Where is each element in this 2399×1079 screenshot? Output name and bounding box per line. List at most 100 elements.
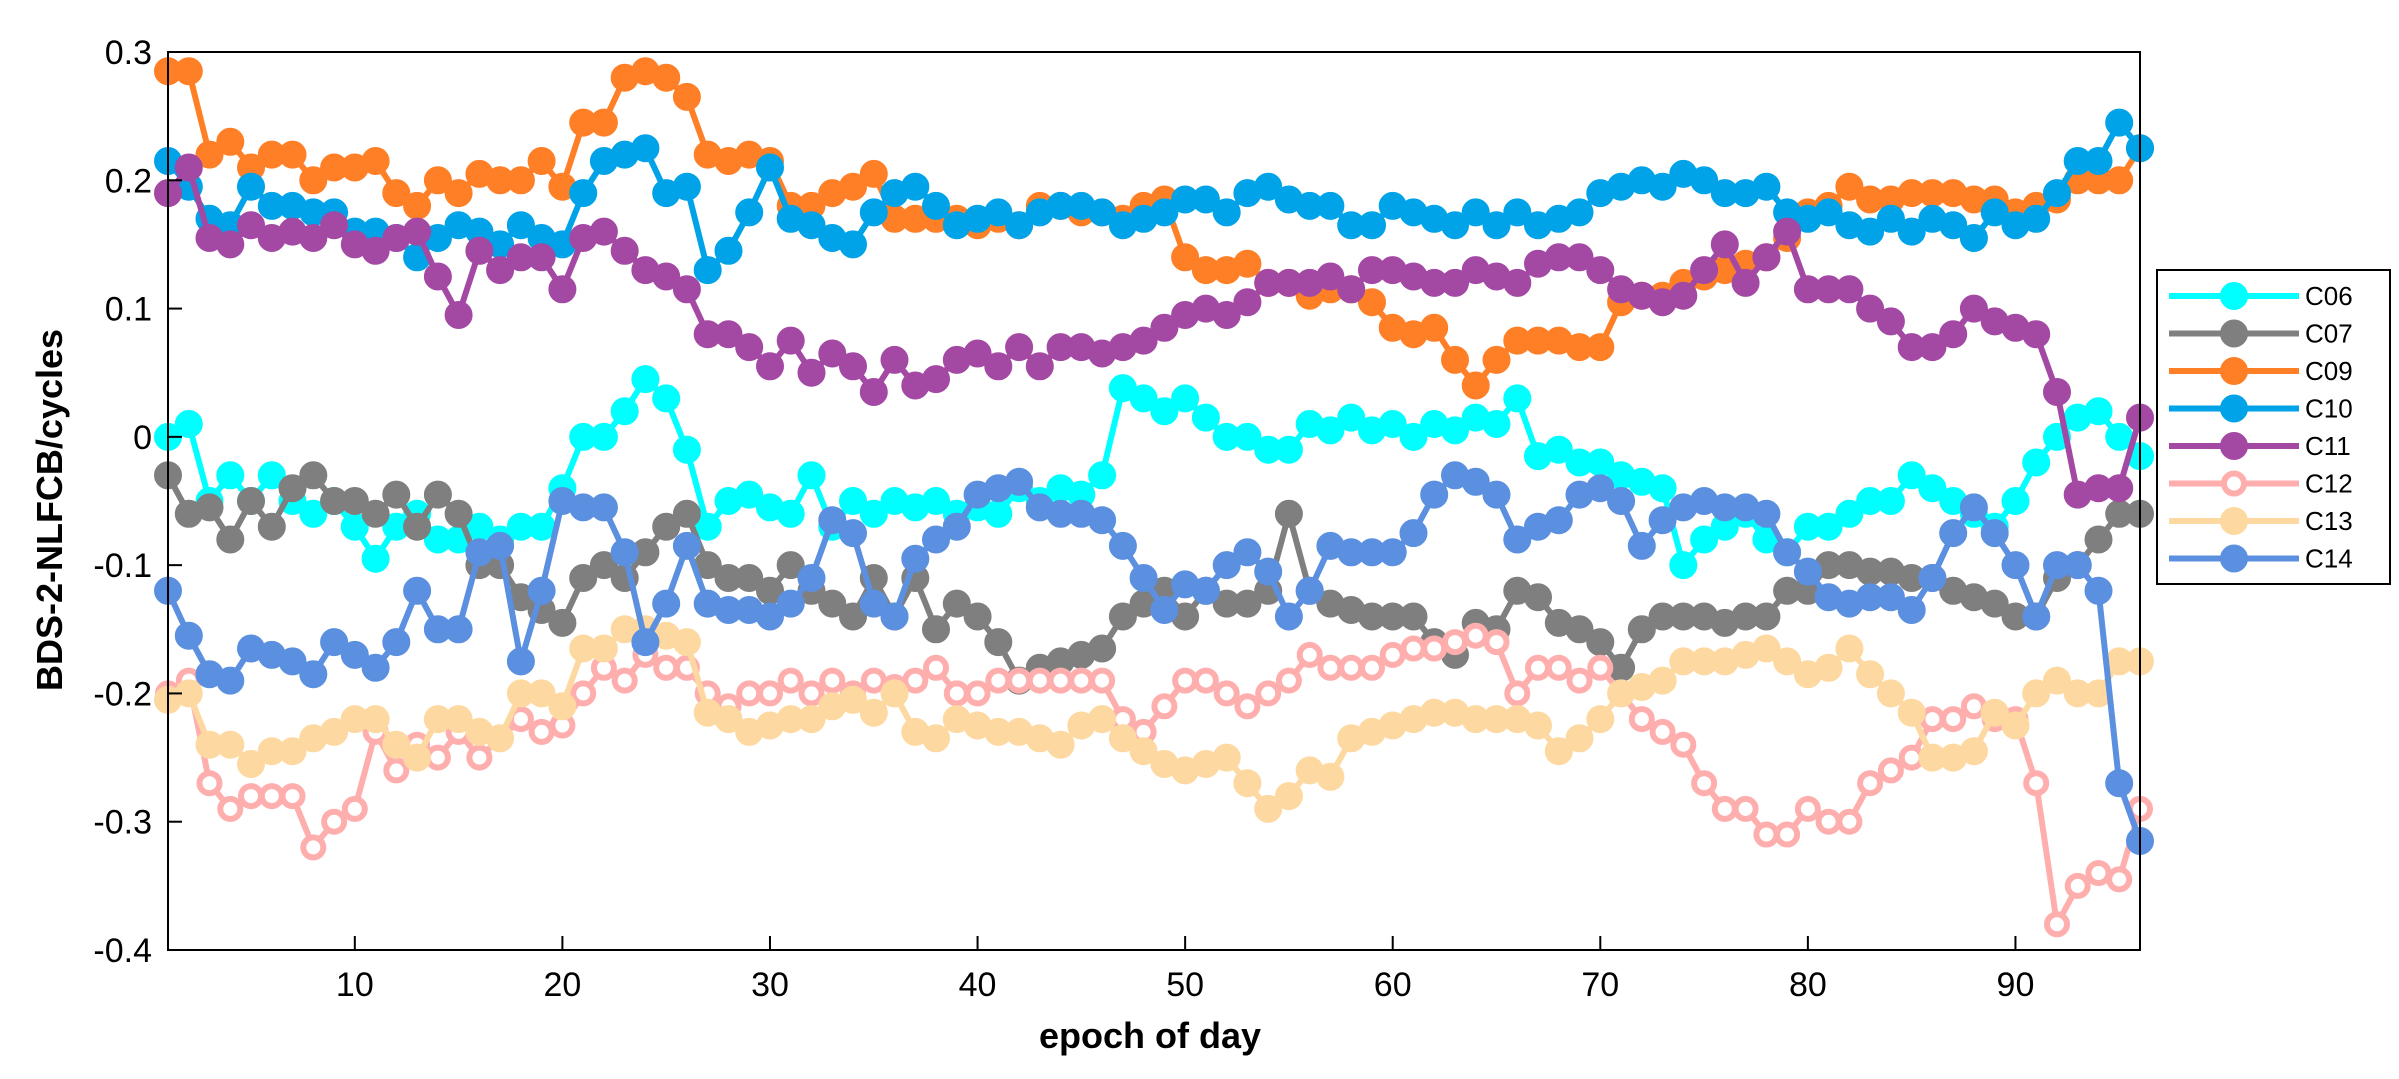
data-point-C14 xyxy=(2105,769,2134,798)
data-point-C07 xyxy=(589,551,618,580)
data-point-C13 xyxy=(2022,679,2051,708)
data-point-C14 xyxy=(278,647,307,676)
data-point-C11 xyxy=(1565,243,1594,272)
data-point-C10 xyxy=(1856,217,1885,246)
data-point-C07 xyxy=(776,551,805,580)
data-point-C12 xyxy=(1255,680,1282,707)
data-point-C07 xyxy=(1399,602,1428,631)
data-point-C10 xyxy=(1939,211,1968,240)
data-point-C11 xyxy=(216,230,245,259)
data-point-C10 xyxy=(2105,108,2134,137)
axes-box xyxy=(167,51,2141,951)
data-point-C11 xyxy=(423,262,452,291)
legend-marker-C10 xyxy=(2220,394,2248,423)
data-point-C12 xyxy=(300,834,327,861)
data-point-C06 xyxy=(2001,487,2030,515)
data-point-C10 xyxy=(2043,179,2071,208)
data-point-C11 xyxy=(1441,268,1469,297)
data-point-C14 xyxy=(1918,564,1947,592)
data-point-C11 xyxy=(1731,268,1760,297)
data-point-C11 xyxy=(1005,333,1034,362)
data-point-C11 xyxy=(2105,474,2134,503)
data-point-C14 xyxy=(672,531,701,560)
data-point-C06 xyxy=(735,480,764,509)
data-point-C13 xyxy=(859,698,888,727)
legend-marker-C11 xyxy=(2220,432,2248,460)
data-point-C13 xyxy=(1752,634,1781,663)
data-point-C11 xyxy=(984,352,1013,381)
data-point-C14 xyxy=(1752,499,1781,528)
data-point-C11 xyxy=(403,217,432,246)
legend-label-C06: C06 xyxy=(2305,281,2353,311)
data-point-C12 xyxy=(2023,770,2050,797)
data-point-C11 xyxy=(1876,307,1905,336)
data-point-C13 xyxy=(1586,705,1615,734)
data-point-C13 xyxy=(1254,794,1283,823)
data-point-C11 xyxy=(299,224,328,252)
data-point-C07 xyxy=(423,480,452,509)
data-point-C14 xyxy=(631,628,660,657)
data-point-C13 xyxy=(1773,647,1802,676)
y-tick-label: -0.4 xyxy=(93,932,152,970)
data-point-C11 xyxy=(361,236,390,265)
data-point-C11 xyxy=(1212,301,1241,329)
data-point-C14 xyxy=(1399,519,1428,548)
data-point-C10 xyxy=(922,191,950,220)
data-point-C11 xyxy=(2022,320,2051,349)
data-point-C12 xyxy=(466,744,493,771)
y-tick-label: 0.2 xyxy=(105,162,152,200)
legend-marker-C06 xyxy=(2220,282,2248,310)
data-point-C06 xyxy=(1337,403,1366,432)
data-point-C11 xyxy=(1690,256,1719,285)
data-point-C06 xyxy=(589,422,618,451)
data-point-C09 xyxy=(174,57,203,86)
data-point-C07 xyxy=(548,608,577,637)
data-point-C09 xyxy=(652,63,681,92)
data-point-C07 xyxy=(839,602,867,631)
data-point-C14 xyxy=(1482,480,1511,509)
data-point-C13 xyxy=(672,628,701,657)
data-point-C14 xyxy=(174,621,203,650)
data-point-C14 xyxy=(1088,506,1117,535)
data-point-C14 xyxy=(1586,474,1615,503)
data-point-C12 xyxy=(1545,654,1572,681)
y-tick-label: -0.3 xyxy=(93,804,152,842)
data-point-C14 xyxy=(527,576,556,605)
data-point-C07 xyxy=(195,493,224,522)
data-point-C10 xyxy=(714,236,743,265)
data-point-C06 xyxy=(672,435,701,464)
data-point-C06 xyxy=(361,544,390,573)
data-point-C14 xyxy=(880,602,909,631)
data-point-C11 xyxy=(1752,243,1781,272)
data-point-C06 xyxy=(1129,384,1158,413)
data-point-C12 xyxy=(777,667,804,694)
x-tick-label: 90 xyxy=(1997,966,2035,1004)
data-point-C11 xyxy=(1586,256,1615,285)
data-point-C09 xyxy=(1461,371,1490,400)
data-point-C06 xyxy=(1482,410,1511,438)
data-point-C12 xyxy=(736,680,763,707)
data-point-C10 xyxy=(1752,172,1781,201)
data-point-C07 xyxy=(1586,628,1615,657)
data-point-C11 xyxy=(963,339,992,368)
data-point-C07 xyxy=(942,589,971,618)
data-point-C14 xyxy=(2001,551,2030,580)
data-point-C10 xyxy=(2084,147,2113,175)
data-point-C11 xyxy=(237,211,265,240)
data-point-C12 xyxy=(383,757,410,784)
data-point-C14 xyxy=(1150,596,1179,624)
data-point-C12 xyxy=(1026,667,1053,694)
data-point-C13 xyxy=(1959,737,1988,766)
series-C10 xyxy=(154,108,2154,285)
data-point-C13 xyxy=(1212,743,1241,772)
data-point-C12 xyxy=(1628,706,1655,733)
data-point-C11 xyxy=(486,256,515,285)
data-point-C06 xyxy=(1503,384,1532,413)
data-point-C10 xyxy=(1876,204,1905,233)
data-point-C12 xyxy=(217,795,244,822)
data-point-C06 xyxy=(1378,410,1407,438)
data-point-C13 xyxy=(1835,634,1864,663)
data-point-C06 xyxy=(1171,384,1200,413)
data-point-C14 xyxy=(818,506,847,535)
data-point-C12 xyxy=(1442,629,1468,656)
